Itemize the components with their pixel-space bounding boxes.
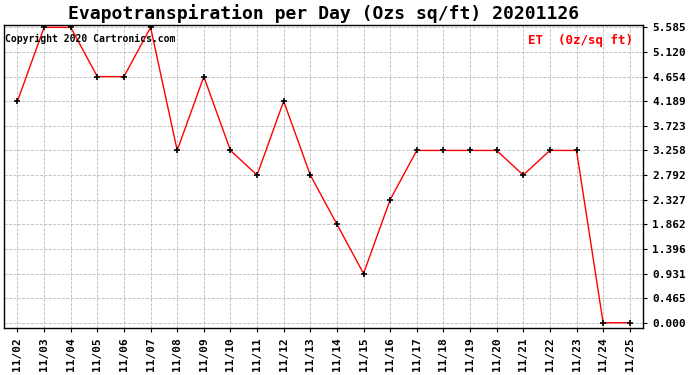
Title: Evapotranspiration per Day (Ozs sq/ft) 20201126: Evapotranspiration per Day (Ozs sq/ft) 2… xyxy=(68,4,579,23)
Text: ET  (0z/sq ft): ET (0z/sq ft) xyxy=(529,34,633,47)
Text: Copyright 2020 Cartronics.com: Copyright 2020 Cartronics.com xyxy=(6,34,176,44)
